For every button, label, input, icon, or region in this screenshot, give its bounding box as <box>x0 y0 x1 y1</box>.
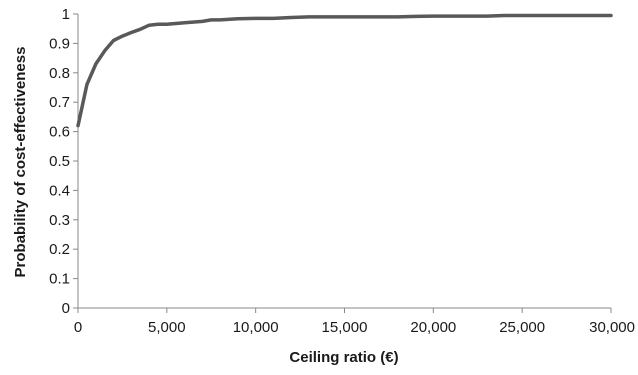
y-axis: 0 0.1 0.2 0.3 0.4 0.5 0.6 0.7 0.8 0.9 1 <box>49 6 79 317</box>
y-tick-label: 0.3 <box>49 212 70 229</box>
x-tick-label: 15,000 <box>322 319 368 336</box>
y-tick-label: 0.6 <box>49 124 70 141</box>
y-tick-label: 0.9 <box>49 35 70 52</box>
y-tick-label: 0 <box>62 300 70 317</box>
y-tick-label: 0.2 <box>49 241 70 258</box>
x-tick-label: 0 <box>74 319 82 336</box>
y-tick-label: 0.7 <box>49 94 70 111</box>
series-layer <box>76 13 613 128</box>
x-axis-title: Ceiling ratio (€) <box>289 349 398 366</box>
y-tick-label: 0.8 <box>49 65 70 82</box>
series-line <box>76 13 613 128</box>
x-tick-label: 25,000 <box>499 319 545 336</box>
y-tick-label: 0.4 <box>49 182 70 199</box>
x-tick-label: 5,000 <box>148 319 186 336</box>
x-axis: 0 5,000 10,000 15,000 20,000 25,000 30,000 <box>74 307 635 336</box>
x-tick-label: 20,000 <box>410 319 456 336</box>
y-axis-title: Probability of cost-effectiveness <box>12 47 29 278</box>
y-tick-label: 1 <box>62 6 70 23</box>
x-tick-label: 30,000 <box>589 319 635 336</box>
x-tick-label: 10,000 <box>233 319 279 336</box>
y-tick-label: 0.5 <box>49 153 70 170</box>
y-tick-label: 0.1 <box>49 271 70 288</box>
